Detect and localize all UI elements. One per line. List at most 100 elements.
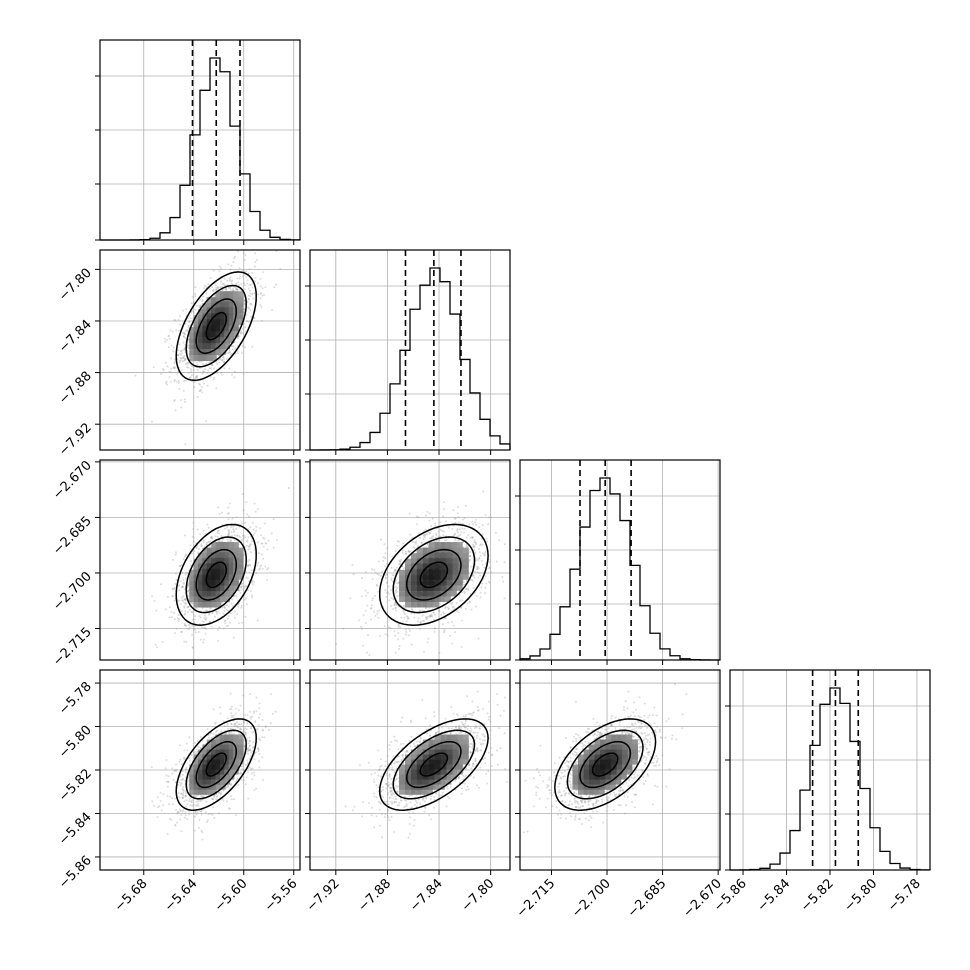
scatter-point: [210, 536, 213, 539]
scatter-point: [193, 618, 196, 621]
scatter-point: [201, 626, 203, 629]
scatter-point: [488, 561, 491, 563]
scatter-point: [243, 586, 246, 589]
scatter-point: [226, 604, 228, 607]
scatter-point: [237, 605, 240, 608]
scatter-point: [188, 376, 191, 379]
scatter-point: [243, 521, 246, 524]
scatter-point: [257, 293, 260, 296]
scatter-point: [396, 544, 399, 547]
scatter-point: [383, 625, 386, 628]
scatter-point: [433, 630, 436, 633]
scatter-point: [471, 520, 474, 523]
scatter-point: [239, 536, 242, 539]
scatter-point: [191, 380, 194, 383]
scatter-point: [259, 277, 262, 280]
scatter-point: [233, 538, 236, 541]
scatter-point: [201, 620, 204, 623]
scatter-point: [180, 357, 183, 360]
histogram-step-1: [309, 267, 511, 451]
scatter-point: [263, 522, 266, 525]
scatter-point: [223, 367, 226, 370]
scatter-point: [233, 529, 236, 532]
scatter-point: [460, 645, 463, 648]
scatter-point: [253, 758, 256, 761]
scatter-point: [228, 351, 231, 354]
scatter-point: [183, 605, 186, 608]
scatter-point: [457, 521, 460, 524]
scatter-point: [183, 624, 186, 627]
scatter-point: [249, 551, 252, 554]
scatter-point: [206, 372, 209, 375]
density-cell: [233, 303, 244, 314]
scatter-point: [463, 517, 466, 520]
scatter-point: [202, 641, 205, 644]
scatter-point: [247, 320, 250, 323]
scatter-point: [444, 617, 447, 620]
scatter-point: [187, 606, 190, 609]
scatter-point: [196, 374, 199, 377]
scatter-point: [164, 340, 167, 343]
scatter-point: [173, 588, 176, 590]
scatter-point: [256, 258, 259, 261]
scatter-point: [490, 571, 493, 574]
scatter-point: [156, 796, 159, 799]
scatter-point: [410, 643, 413, 646]
scatter-point: [215, 612, 218, 615]
scatter-point: [243, 284, 246, 287]
scatter-point: [200, 545, 203, 548]
scatter-point: [228, 529, 231, 532]
scatter-point: [262, 557, 265, 560]
scatter-point: [201, 299, 204, 302]
scatter-point: [230, 602, 233, 605]
scatter-point: [187, 324, 190, 327]
scatter-point: [250, 581, 253, 584]
scatter-point: [219, 371, 222, 374]
scatter-point: [451, 621, 454, 624]
scatter-point: [253, 292, 256, 295]
scatter-point: [449, 634, 451, 637]
density-cell: [220, 339, 230, 349]
scatter-point: [478, 526, 481, 529]
scatter-point: [272, 518, 275, 521]
histogram-step-0: [100, 57, 301, 241]
scatter-point: [393, 630, 396, 633]
scatter-point: [245, 313, 248, 316]
scatter-point: [162, 369, 165, 372]
scatter-point: [183, 347, 186, 350]
scatter-point: [376, 610, 379, 613]
scatter-point: [177, 614, 180, 617]
scatter-point: [228, 532, 230, 535]
scatter-point: [165, 380, 168, 383]
scatter-point: [160, 373, 162, 375]
scatter-point: [187, 344, 190, 347]
scatter-point: [386, 547, 389, 550]
scatter-point: [246, 539, 249, 542]
scatter-point: [173, 379, 176, 381]
scatter-point: [206, 384, 209, 387]
scatter-point: [206, 819, 209, 822]
scatter-point: [204, 532, 207, 535]
scatter-point: [194, 308, 197, 311]
scatter-point: [426, 641, 429, 644]
scatter-point: [187, 583, 190, 586]
scatter-point: [194, 295, 197, 297]
scatter-point: [184, 554, 187, 557]
scatter-point: [247, 287, 250, 290]
scatter-point: [434, 524, 437, 527]
scatter-point: [384, 552, 387, 555]
scatter-point: [198, 382, 201, 385]
scatter-point: [402, 637, 405, 640]
scatter-point: [182, 579, 185, 581]
scatter-point: [178, 760, 181, 763]
scatter-point: [256, 619, 259, 622]
scatter-point: [215, 288, 218, 291]
scatter-point: [253, 532, 256, 534]
scatter-point: [191, 374, 193, 377]
scatter-point: [220, 280, 222, 283]
scatter-point: [238, 335, 241, 338]
scatter-point: [219, 265, 222, 268]
scatter-point: [236, 336, 239, 339]
scatter-point: [243, 323, 246, 326]
scatter-point: [191, 633, 193, 636]
